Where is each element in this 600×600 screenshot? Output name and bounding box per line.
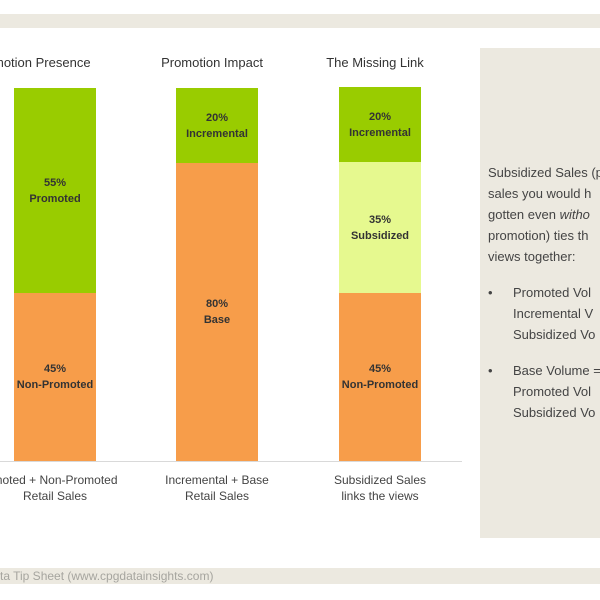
segment-value-label: 20%	[368, 110, 392, 123]
intro-line: Subsidized Sales (p	[488, 165, 600, 180]
segment-data-label: 45% Non-Promoted	[0, 361, 126, 393]
bullet-line: Subsidized Vo	[513, 327, 596, 342]
footer-text: ta Tip Sheet (www.cpgdatainsights.com)	[0, 569, 214, 583]
intro-line: promotion) ties th	[488, 228, 589, 243]
segment-data-label: 20% Incremental	[309, 109, 451, 141]
segment-value-label: 45%	[43, 363, 67, 375]
segment-value-label: 45%	[368, 363, 392, 375]
segment-data-label: 35% Subsidized	[309, 212, 451, 244]
bar-segment-incremental: 20% Incremental	[339, 87, 421, 162]
bullet-line: Base Volume =	[513, 363, 600, 378]
segment-data-label: 45% Non-Promoted	[309, 361, 451, 393]
segment-data-label: 20% Incremental	[146, 110, 288, 142]
caption-line: Retail Sales	[184, 489, 250, 503]
segment-value-label: 20%	[205, 111, 229, 124]
segment-name-label: Subsidized	[350, 229, 410, 242]
stacked-bar-promotion-presence: 45% Non-Promoted 55% Promoted	[14, 88, 96, 461]
bullet-line: Promoted Vol	[513, 285, 592, 300]
segment-name-label: Incremental	[186, 127, 248, 140]
caption-promotion-impact: Incremental + Base Retail Sales	[142, 472, 292, 504]
footer-band	[0, 568, 600, 584]
explanation-panel: Subsidized Sales (p sales you would h go…	[480, 48, 600, 538]
caption-promotion-presence: moted + Non-Promoted Retail Sales	[0, 472, 130, 504]
chart-title-promotion-presence: romotion Presence	[0, 55, 91, 70]
caption-line: Retail Sales	[22, 489, 88, 503]
bar-segment-incremental: 20% Incremental	[176, 88, 258, 163]
chart-baseline	[0, 461, 462, 462]
bullet-dot: •	[488, 363, 493, 378]
intro-line: gotten even witho	[488, 204, 600, 225]
segment-data-label: 55% Promoted	[0, 175, 126, 207]
chart-title-promotion-impact: Promotion Impact	[161, 55, 263, 70]
explanation-text: Subsidized Sales (p sales you would h go…	[488, 162, 600, 438]
segment-name-label: Promoted	[29, 192, 81, 205]
caption-line: moted + Non-Promoted	[0, 473, 118, 487]
intro-line: views together:	[488, 249, 576, 264]
bullet-line: Promoted Vol	[513, 384, 592, 399]
stacked-bar-missing-link: 45% Non-Promoted 35% Subsidized 20% Increment…	[339, 87, 421, 461]
bar-segment-subsidized: 35% Subsidized	[339, 162, 421, 293]
bullet-dot: •	[488, 285, 493, 300]
bullet-item: • Promoted Vol Incremental V Subsidized …	[488, 282, 600, 345]
bar-segment-promoted: 55% Promoted	[14, 88, 96, 293]
stacked-bar-promotion-impact: 80% Base 20% Incremental	[176, 88, 258, 461]
segment-name-label: Incremental	[349, 126, 411, 139]
bar-segment-non-promoted: 45% Non-Promoted	[339, 293, 421, 461]
bullet-line: Subsidized Vo	[513, 405, 596, 420]
bar-segment-base: 80% Base	[176, 163, 258, 461]
caption-line: links the views	[341, 489, 419, 503]
caption-line: Subsidized Sales	[333, 473, 427, 487]
bullet-item: • Base Volume = Promoted Vol Subsidized …	[488, 360, 600, 423]
segment-value-label: 35%	[368, 213, 392, 226]
bullet-list: • Promoted Vol Incremental V Subsidized …	[488, 282, 600, 423]
bar-segment-non-promoted: 45% Non-Promoted	[14, 293, 96, 461]
segment-value-label: 80%	[205, 298, 229, 310]
intro-line-plain: gotten even	[488, 207, 560, 222]
segment-name-label: Non-Promoted	[341, 379, 419, 391]
segment-value-label: 55%	[43, 176, 67, 189]
chart-title-missing-link: The Missing Link	[326, 55, 424, 70]
intro-italic-word: witho	[559, 207, 590, 222]
segment-name-label: Non-Promoted	[16, 379, 94, 391]
bullet-line: Incremental V	[513, 306, 594, 321]
caption-line: Incremental + Base	[165, 473, 269, 487]
intro-line: sales you would h	[488, 186, 592, 201]
header-band	[0, 14, 600, 28]
caption-missing-link: Subsidized Sales links the views	[305, 472, 455, 504]
segment-data-label: 80% Base	[146, 296, 288, 328]
segment-name-label: Base	[203, 314, 231, 326]
